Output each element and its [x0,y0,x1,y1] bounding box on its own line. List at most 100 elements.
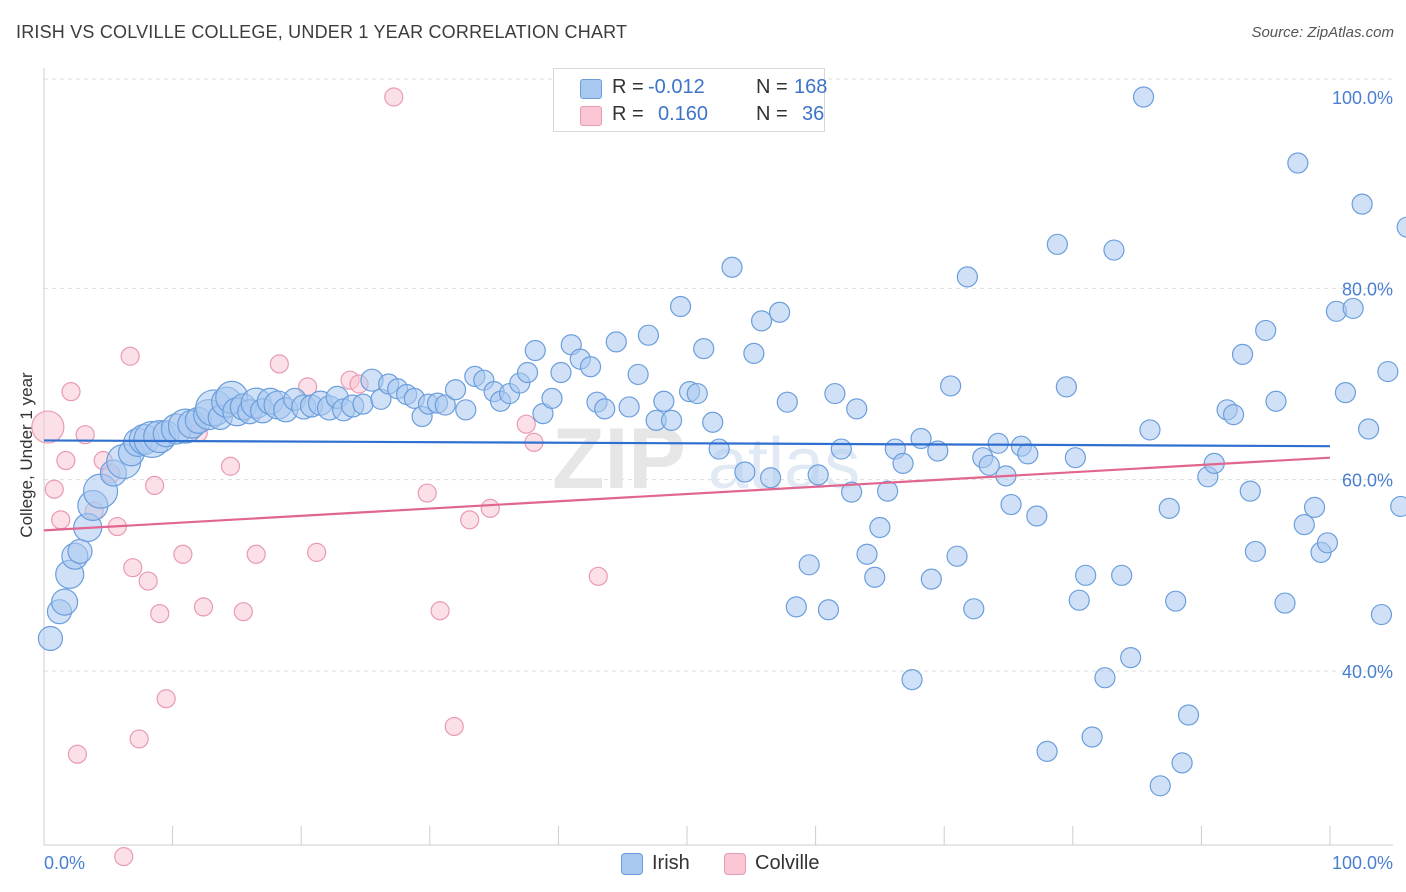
irish-series [37,86,1406,797]
colville-point [150,603,170,624]
irish-point [743,342,765,364]
irish-point [877,480,899,502]
colville-point [114,846,134,867]
irish-point [1351,193,1373,215]
irish-point [50,588,79,616]
irish-point [1139,419,1161,441]
irish-point [768,301,791,323]
irish-point [1046,233,1068,255]
irish-point [963,598,985,620]
irish-point [67,538,93,565]
irish-point [776,391,798,413]
colville-point [44,479,64,499]
irish-legend-swatch [621,853,643,875]
y-tick-label: 40.0% [1342,662,1393,682]
irish-point [455,399,477,421]
y-tick-label: 100.0% [1332,88,1393,108]
irish-point [1000,493,1022,516]
irish-point [940,375,962,397]
irish-point [352,393,374,415]
colville-point [233,602,253,622]
y-tick-label: 80.0% [1342,279,1393,299]
colville-point [123,558,143,578]
irish-point [841,481,863,503]
colville-point [61,382,81,402]
irish-point [864,566,886,588]
irish-point [1120,647,1142,669]
irish-point [956,266,978,288]
irish-point [1055,376,1077,398]
irish-point [1255,319,1277,342]
irish-point [708,438,730,460]
irish-point [1094,667,1116,689]
irish-point [550,361,572,384]
colville-point [516,414,536,434]
correlation-legend: R = -0.012 N = 168 R = 0.160 N = 36 [553,68,828,132]
irish-point [1171,752,1193,774]
irish-point [1017,443,1039,465]
trend-lines [43,439,1331,532]
irish-point [660,409,683,431]
irish-point [910,427,932,450]
colville-point [444,716,464,737]
irish-point [1265,390,1287,412]
irish-point [830,438,852,460]
colville-point [246,544,266,564]
colville-point [138,571,158,591]
irish-point [1158,497,1180,519]
colville-point [307,542,327,562]
irish-point [541,387,563,409]
irish-point [1316,532,1339,554]
irish-point [1239,480,1261,502]
colville-point [51,510,71,530]
colville-n-label: N = [756,103,788,125]
irish-point [759,467,782,489]
irish-point [1293,514,1315,536]
colville-legend-swatch [724,853,746,875]
irish-swatch [580,79,602,99]
colville-swatch [580,106,602,126]
colville-point [31,410,65,444]
irish-point [702,411,724,433]
irish-point [978,454,1000,476]
irish-point [798,554,820,576]
irish-point [444,379,467,401]
irish-point [824,382,846,405]
irish-point [1396,216,1406,238]
colville-point [220,456,241,476]
colville-point [480,498,500,518]
irish-point [618,396,640,418]
irish-n-label: N = [756,76,788,98]
grid-lines [44,78,1393,672]
irish-point [627,363,649,386]
irish-point [927,440,949,462]
colville-point [460,510,480,530]
irish-n-value: 168 [794,76,828,98]
irish-point [1165,590,1187,612]
irish-point [1274,592,1296,614]
colville-r-value: 0.160 [658,103,709,125]
irish-point [869,516,891,539]
irish-point [1287,152,1309,174]
irish-point [434,394,456,416]
irish-point [637,324,660,346]
irish-point [1036,740,1058,762]
irish-point [669,295,692,318]
irish-point [524,339,546,362]
irish-point [1111,564,1133,586]
irish-point [1081,726,1103,748]
irish-point [987,432,1009,454]
irish-point [1075,564,1097,586]
irish-point [846,398,868,420]
colville-point [384,87,404,107]
y-tick-labels: 40.0% 60.0% 80.0% 100.0% [1332,88,1393,682]
irish-point [1342,297,1364,320]
irish-point [1149,775,1171,797]
colville-trend-line [43,456,1331,532]
colville-point [430,601,450,621]
irish-point [901,669,923,691]
irish-point [920,568,942,590]
irish-point [579,356,602,378]
irish-point [1370,603,1393,626]
